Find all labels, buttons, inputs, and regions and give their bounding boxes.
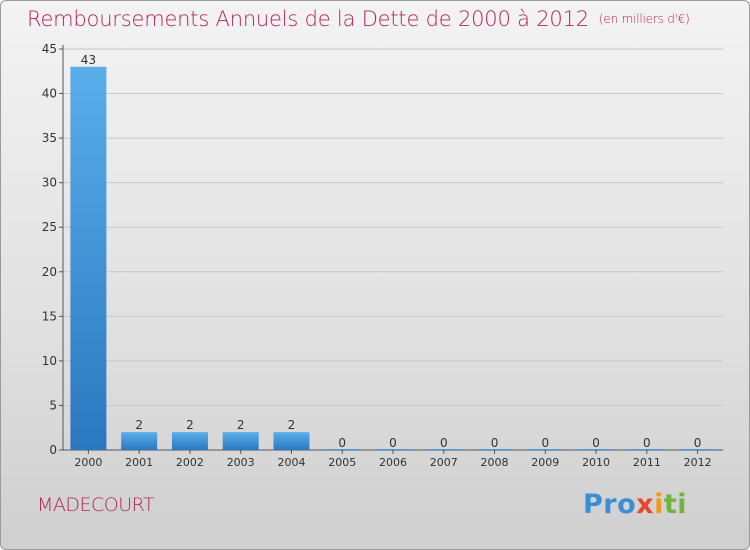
bar [628,449,665,450]
y-tick-label: 45 [42,42,57,56]
bar-value-label: 2 [186,418,194,432]
labels: 0510152025303540454320002200122002220032… [42,42,712,469]
bar [375,449,411,450]
bar [324,449,361,450]
y-tick-label: 30 [42,176,57,190]
x-tick-label: 2011 [633,456,661,469]
bar [171,432,208,450]
x-tick-label: 2008 [481,456,509,469]
x-tick-label: 2003 [227,456,255,469]
x-tick-label: 2010 [582,456,610,469]
x-tick-label: 2012 [684,456,712,469]
bar-value-label: 0 [491,436,499,450]
y-tick-label: 35 [42,131,57,145]
y-tick-label: 40 [42,87,57,101]
bar-value-label: 0 [338,436,346,450]
chart-title: Remboursements Annuels de la Dette de 20… [27,7,690,31]
x-tick-label: 2007 [430,456,458,469]
bar-value-label: 0 [694,436,702,450]
x-tick-label: 2004 [277,456,305,469]
bar-value-label: 0 [592,436,600,450]
bar-value-label: 0 [440,436,448,450]
logo-part: i [654,489,664,520]
axes [59,45,723,454]
logo-part: x [636,489,655,520]
bar [222,432,259,450]
bar-value-label: 0 [389,436,397,450]
bar-value-label: 2 [135,418,143,432]
unit-note: (en milliers d'€) [598,12,690,26]
bar-value-label: 0 [643,436,651,450]
x-tick-label: 2002 [176,456,204,469]
city-name: MADECOURT [37,494,155,516]
logo-part: ti [663,489,688,520]
y-tick-label: 0 [49,443,57,457]
bar [425,449,462,450]
bar [476,449,513,450]
y-tick-label: 5 [49,398,57,412]
proxiti-logo[interactable]: Proxiti [583,489,687,520]
x-tick-label: 2005 [328,456,356,469]
x-tick-label: 2006 [379,456,407,469]
y-tick-label: 15 [42,309,57,323]
x-tick-label: 2009 [531,456,559,469]
bar [578,449,615,450]
x-tick-label: 2000 [74,456,102,469]
bar-value-label: 2 [288,418,296,432]
bar [121,432,158,450]
bar-value-label: 43 [81,53,96,67]
x-tick-label: 2001 [125,456,153,469]
chart-title-text: Remboursements Annuels de la Dette de 20… [27,7,589,31]
bar [273,432,310,450]
bar [527,449,564,450]
bar [679,449,716,450]
bar-value-label: 0 [541,436,549,450]
y-tick-label: 25 [42,220,57,234]
y-tick-label: 10 [42,354,57,368]
bar [70,66,107,451]
logo-part: Pro [583,489,637,520]
bars [70,66,716,451]
bar-value-label: 2 [237,418,245,432]
gridlines [63,48,723,451]
y-tick-label: 20 [42,265,57,279]
